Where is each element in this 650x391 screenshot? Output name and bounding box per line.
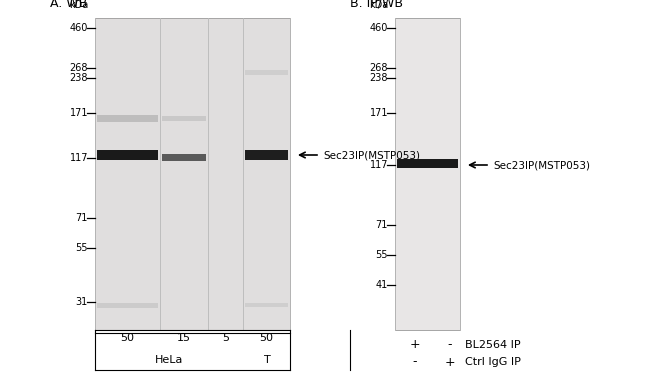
Bar [397,158,458,167]
Bar [245,150,288,160]
Text: -: - [413,355,417,368]
Text: 171: 171 [70,108,88,118]
Text: HeLa: HeLa [155,355,183,365]
Bar [97,303,158,307]
Bar [162,115,206,120]
Text: 15: 15 [177,333,191,343]
Bar [97,115,158,122]
Text: 171: 171 [369,108,388,118]
Text: 460: 460 [370,23,388,33]
Text: 50: 50 [259,333,274,343]
Text: -: - [448,339,452,352]
Text: 117: 117 [70,153,88,163]
Text: Sec23IP(MSTP053): Sec23IP(MSTP053) [493,160,590,170]
Text: 71: 71 [75,213,88,223]
Text: 71: 71 [376,220,388,230]
Text: 268: 268 [70,63,88,73]
Text: kDa: kDa [69,0,88,10]
Text: +: + [445,355,455,368]
Text: 460: 460 [70,23,88,33]
Text: 238: 238 [70,73,88,83]
Text: 5: 5 [222,333,229,343]
Bar [162,154,206,160]
Text: 50: 50 [120,333,135,343]
Bar [245,303,288,307]
Text: 31: 31 [76,297,88,307]
Text: T: T [264,355,270,365]
Text: +: + [410,339,421,352]
Text: kDa: kDa [369,0,388,10]
Bar [395,18,460,330]
Text: BL2564 IP: BL2564 IP [465,340,521,350]
Bar [95,18,290,330]
Text: 117: 117 [369,160,388,170]
Bar [245,70,288,75]
Text: 238: 238 [369,73,388,83]
Text: Ctrl IgG IP: Ctrl IgG IP [465,357,521,367]
Text: A. WB: A. WB [50,0,87,10]
Text: 41: 41 [376,280,388,290]
Bar [97,150,158,160]
Text: 55: 55 [376,250,388,260]
Text: 55: 55 [75,243,88,253]
Text: Sec23IP(MSTP053): Sec23IP(MSTP053) [323,150,420,160]
Text: 268: 268 [369,63,388,73]
Text: B. IP/WB: B. IP/WB [350,0,403,10]
